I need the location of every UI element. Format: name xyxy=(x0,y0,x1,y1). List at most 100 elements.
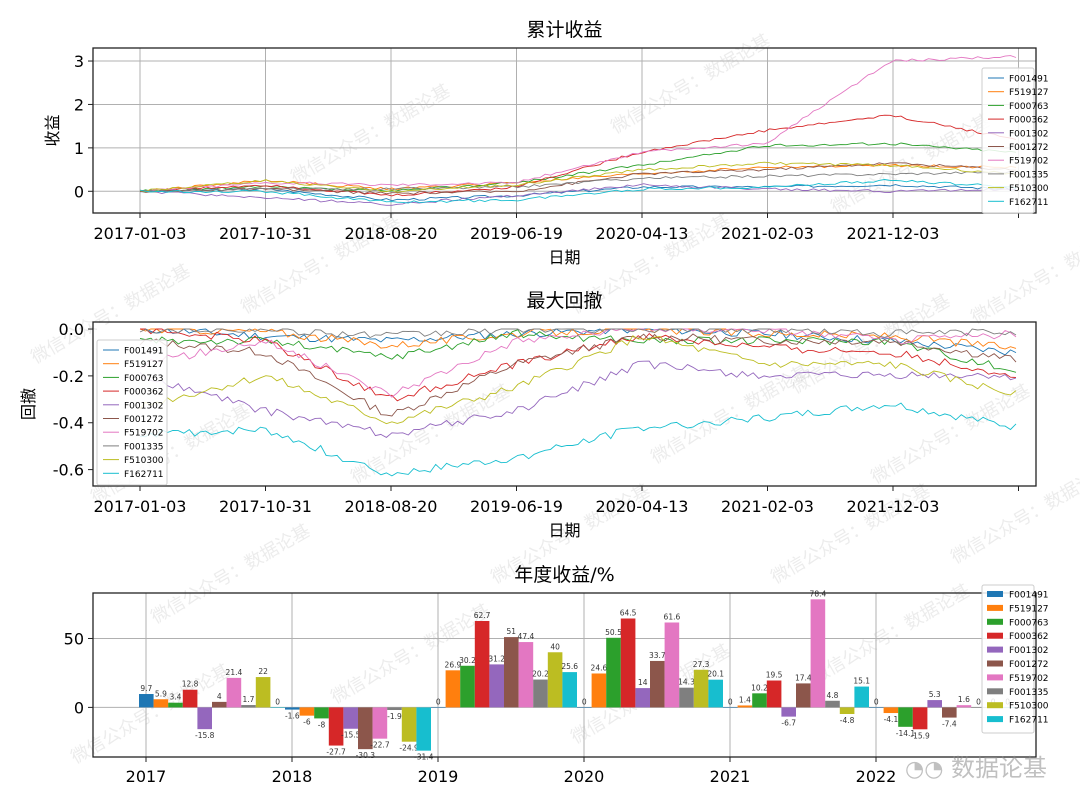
y-axis-label: 收益 xyxy=(43,114,62,146)
bar-value-label: 0 xyxy=(582,697,587,706)
annual-return-bar-chart: 年度收益/% 9.7 -1.6 0 0 0 0 5.9 -6 26.9 24.6 1.4 -4.1 3.4… xyxy=(64,564,1049,786)
y-axis-label: 回撤 xyxy=(19,388,38,420)
bar-value-label: -15.5 xyxy=(341,731,361,740)
bar-value-label: 0 xyxy=(275,697,280,706)
bar-value-label: 20.2 xyxy=(532,670,549,679)
series-line-F000763 xyxy=(139,329,1017,373)
bar-value-label: 50.5 xyxy=(605,628,622,637)
x-tick-label: 2021 xyxy=(710,767,751,786)
bar-F001491-2018 xyxy=(285,707,300,710)
legend-label: F001302 xyxy=(1009,646,1049,656)
series-line-F001491 xyxy=(140,328,1017,356)
bar-value-label: -30.3 xyxy=(356,751,376,760)
bar-value-label: -24.9 xyxy=(399,744,419,753)
bar-F001491-2021 xyxy=(723,707,738,708)
series-line-F001335 xyxy=(139,328,1017,339)
legend-label: F510300 xyxy=(124,456,164,466)
legend-label: F001491 xyxy=(124,347,164,357)
bar-value-label: 62.7 xyxy=(474,611,491,620)
bar-F519702-2019 xyxy=(518,642,534,708)
bar-value-label: 12.8 xyxy=(182,680,199,689)
bar-F519127-2020 xyxy=(591,673,607,708)
bar-F519127-2021 xyxy=(737,705,753,708)
bar-F001272-2021 xyxy=(796,683,811,708)
bar-value-label: 10.2 xyxy=(751,683,768,692)
legend-label: F162711 xyxy=(1009,716,1049,726)
bar-F001272-2019 xyxy=(504,637,519,708)
y-tick-label: 50 xyxy=(64,629,84,648)
bar-F000362-2020 xyxy=(620,618,636,708)
bar-value-label: 15.1 xyxy=(853,677,870,686)
bar-F001302-2021 xyxy=(781,707,796,717)
bar-F000763-2019 xyxy=(460,665,475,708)
legend-label: F519127 xyxy=(124,360,164,370)
bar-F510300-2020 xyxy=(693,669,709,708)
bar-F001302-2018 xyxy=(343,707,358,729)
plot-frame xyxy=(92,592,1037,758)
bar-F001335-2018 xyxy=(387,707,402,711)
bar-F000362-2017 xyxy=(182,689,198,708)
bar-F001272-2022 xyxy=(942,707,957,718)
x-tick-label: 2017-01-03 xyxy=(94,224,187,243)
bar-F519127-2019 xyxy=(445,670,461,708)
bar-value-label: -6 xyxy=(303,718,311,727)
bar-F510300-2018 xyxy=(401,707,417,742)
watermark-logo: ◔◔ 数据论基 xyxy=(905,748,1047,783)
x-tick-label: 2017-01-03 xyxy=(94,497,187,516)
bar-F162711-2017 xyxy=(270,707,285,708)
bar-value-label: -7.4 xyxy=(942,720,957,729)
bar-value-label: -27.7 xyxy=(326,748,346,757)
x-tick-label: 2021-02-03 xyxy=(721,497,814,516)
bar-F000763-2017 xyxy=(168,702,183,708)
bar-F519127-2017 xyxy=(153,699,169,708)
bar-F000362-2019 xyxy=(474,620,490,708)
bar-value-label: 5.3 xyxy=(929,690,941,699)
bar-F001302-2022 xyxy=(927,700,942,708)
bar-value-label: 1.4 xyxy=(739,695,751,704)
series-line-F519702 xyxy=(139,55,1017,192)
plot-frame xyxy=(92,47,1037,214)
bar-F000763-2018 xyxy=(314,707,329,719)
series-line-F001272 xyxy=(139,333,1017,417)
x-axis-label: 日期 xyxy=(548,521,580,540)
bar-value-label: 33.7 xyxy=(649,651,666,660)
bar-value-label: -1.9 xyxy=(387,712,402,721)
x-tick-label: 2018-08-20 xyxy=(345,497,438,516)
bar-F001491-2019 xyxy=(431,707,446,708)
legend: F001491 F519127 F000763 F000362 F001302 F0012… xyxy=(96,339,168,486)
legend-label: F000362 xyxy=(124,388,164,398)
bar-F519702-2022 xyxy=(956,705,972,708)
series-line-F001302 xyxy=(139,360,1017,438)
x-tick-label: 2019-06-19 xyxy=(470,497,563,516)
bar-F162711-2020 xyxy=(708,679,723,708)
legend-label: F001491 xyxy=(1009,591,1049,601)
chart-title: 最大回撤 xyxy=(526,290,602,312)
y-tick-label: 3 xyxy=(74,52,84,71)
legend-label: F001272 xyxy=(124,415,164,425)
bar-value-label: 61.6 xyxy=(664,612,681,621)
cumulative-return-chart: 累计收益 2017-01-03 2017-10-31 2018-08-20 2019-0… xyxy=(43,19,1049,267)
x-tick-label: 2018 xyxy=(272,767,313,786)
bar-F000362-2021 xyxy=(766,680,782,708)
x-tick-label: 2020-04-13 xyxy=(596,224,689,243)
legend-label: F001335 xyxy=(1009,170,1049,180)
bar-F000763-2020 xyxy=(606,637,621,708)
x-axis-label: 日期 xyxy=(548,248,580,267)
legend-label: F519702 xyxy=(1009,674,1049,684)
bar-F001272-2017 xyxy=(212,701,227,708)
bar-value-label: 0 xyxy=(728,697,733,706)
x-tick-label: 2018-08-20 xyxy=(345,224,438,243)
bar-value-label: 17.4 xyxy=(795,673,812,682)
series-line-F162711 xyxy=(139,402,1017,477)
bar-F000362-2018 xyxy=(328,707,344,746)
bar-value-label: 0 xyxy=(976,697,981,706)
y-tick-label: 0 xyxy=(74,698,84,717)
bar-F510300-2019 xyxy=(547,652,563,708)
plot-frame xyxy=(92,321,1037,487)
bar-value-label: 25.6 xyxy=(561,662,578,671)
bar-value-label: 24.6 xyxy=(591,663,608,672)
bar-value-label: 26.9 xyxy=(445,660,462,669)
bar-F001335-2020 xyxy=(679,687,694,708)
watermark-logo-text: 数据论基 xyxy=(951,754,1048,782)
legend-label: F001272 xyxy=(1009,143,1049,153)
